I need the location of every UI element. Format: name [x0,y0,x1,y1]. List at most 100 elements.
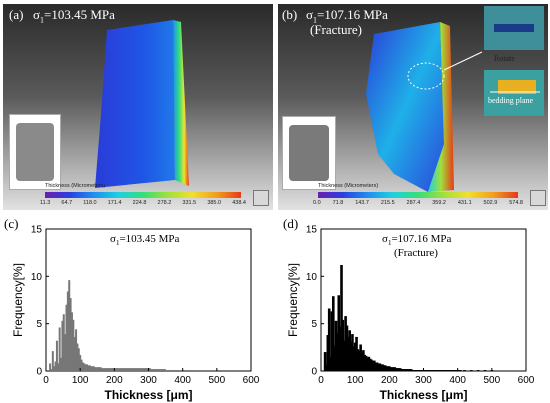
histogram-bar [414,370,417,371]
histogram-bar [363,354,367,371]
panel-d-label: (d) [283,216,299,231]
histogram-bar [353,342,357,371]
histogram-bar [83,363,86,371]
x-tick-label: 300 [140,375,157,386]
histogram-bar [136,368,139,371]
histogram-bar [381,364,384,371]
specimen-face [366,22,444,192]
colorbar-tick: 0.0 [313,200,321,206]
x-tick-label: 300 [415,375,432,386]
histogram-bar [61,320,64,371]
histogram-bar [121,368,124,371]
y-axis-label: Frequency[%] [11,263,25,337]
colorbar-tick: 359.2 [432,200,446,206]
colorbar-tick: 438.4 [232,200,246,206]
histogram-bar [431,370,435,371]
histogram-bar [65,304,68,371]
histogram-bar [452,370,455,371]
histogram-bar [98,367,101,371]
histogram-bar [342,340,346,371]
histogram-bar [430,370,433,371]
histogram-bar [448,370,451,371]
histogram-bar [169,370,172,371]
histogram-bar [92,366,95,371]
histogram-bar [463,370,466,371]
histogram-bar [403,369,406,371]
panel-a-colorbar-title: Thickness (Micrometers) [45,183,106,189]
histogram-bar [444,370,447,371]
x-tick-label: 600 [243,375,260,386]
histogram-bar [411,370,414,371]
histogram-bar [446,370,450,371]
x-tick-label: 100 [72,375,89,386]
histogram-bar [439,370,443,371]
x-tick-label: 400 [174,375,191,386]
histogram-bar [95,367,98,371]
histogram-bar [139,368,142,371]
panel-a-sigma-sub: 1 [40,15,45,25]
y-tick-label: 5 [36,319,42,330]
histogram-bar [80,359,83,371]
histogram-bar [435,370,439,371]
histogram-bar [330,311,334,371]
panel-b-sigma: σ [306,7,314,22]
histogram-bar [131,368,134,371]
histogram-bar [55,340,58,371]
histogram-bar [341,319,345,371]
histogram-bar [152,369,155,371]
histogram-bar [143,368,146,371]
histogram-bar [142,368,145,371]
histogram-bar [124,368,127,371]
histogram-bar [359,344,362,371]
histogram-bar [418,370,421,371]
panel-b-colorbar-ticks: 0.0 71.8 143.7 215.5 287.4 359.2 431.1 5… [313,200,523,206]
panel-a-colorbar-ticks: 11.3 64.7 118.0 171.4 224.8 278.2 331.5 … [40,200,246,206]
panel-b-sigma-sub: 1 [313,15,318,25]
histogram-bar [158,369,161,371]
histogram-bar [416,370,420,371]
histogram-bar [433,370,436,371]
panel-b-axes-icon [530,190,546,206]
histogram-bar [367,356,371,371]
histogram-bar [392,367,395,371]
histogram-bar [68,280,71,371]
colorbar-tick: 574.8 [509,200,523,206]
histogram-bar [389,367,392,371]
panel-b-specimen-render [366,6,544,192]
y-tick-label: 10 [31,272,43,283]
histogram-bar [386,366,390,371]
histogram-bar [437,370,440,371]
histogram-bar [154,369,157,371]
histogram-bar [84,364,87,371]
histogram-bar [397,368,401,371]
histogram-bar [166,370,169,371]
histogram-bar [393,367,397,371]
panel-c-title: σ1=103.45 MPa [110,233,179,247]
panel-a-scan-image: (a) σ1=103.45 MPa Thickness (Micrometers… [3,4,273,210]
histogram-bar [155,369,158,371]
histogram-bar [348,330,351,371]
histogram-bar [377,363,380,371]
histogram-bar [127,368,129,371]
histogram-bar [151,369,154,371]
histogram-bar [165,370,168,371]
histogram-bar [148,368,151,371]
colorbar-tick: 143.7 [355,200,369,206]
panel-c-title-sigma: σ [110,233,116,245]
histogram-bar [125,368,128,371]
specimen-edge [173,20,189,186]
y-tick-label: 0 [36,367,42,378]
histogram-bar [96,367,99,371]
histogram-bar [102,368,105,371]
colorbar-tick: 502.9 [483,200,498,206]
histogram-bar [449,370,453,371]
colorbar-tick: 278.2 [157,200,172,206]
histogram-bar [64,334,67,371]
panel-d-title-value: =107.16 MPa [391,233,452,245]
histogram-bar [457,370,461,371]
panel-c-title-sub: 1 [115,239,120,248]
histogram-d: 0 100 200 300 400 500 600 0 5 10 15 Thickness [μm] F… [286,225,535,403]
histogram-bar [109,368,112,371]
histogram-bar [86,364,88,371]
histogram-bar [332,296,335,371]
